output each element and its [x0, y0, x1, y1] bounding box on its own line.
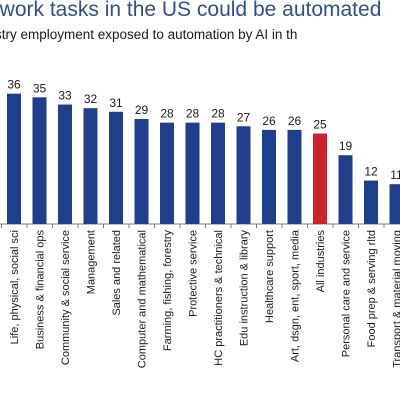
bar-healthcare-support — [262, 129, 276, 224]
bar-edu-instruction-library — [236, 126, 251, 224]
x-tick-label-community-social-service: Community & social service — [60, 230, 72, 365]
chart-title: f work tasks in the US could be automate… — [0, 0, 382, 21]
x-tick-label-personal-care-and-service: Personal care and service — [341, 230, 353, 357]
x-tick-label-art-dsgn-ent-sport-media: Art, dsgn, ent, sport, media — [290, 229, 302, 362]
value-label-healthcare-support: 26 — [262, 114, 276, 128]
x-tick-label-sales-and-related: Sales and related — [111, 230, 123, 316]
x-tick-label-life-physical-social-sci: Life, physical, social sci — [9, 230, 21, 344]
bar-sales-and-related — [109, 111, 123, 224]
value-label-business-financial-ops: 35 — [33, 81, 47, 95]
value-label-computer-and-mathematical: 29 — [135, 103, 149, 117]
bar-life-physical-social-sci — [7, 93, 21, 225]
x-tick-label-hc-practitioners-technical: HC practitioners & technical — [213, 230, 225, 366]
x-tick-label-business-financial-ops: Business & financial ops — [35, 230, 47, 350]
bar-management — [83, 108, 98, 224]
value-label-protective-service: 28 — [186, 107, 200, 121]
value-label-life-physical-social-sci: 36 — [7, 78, 21, 92]
x-tick-label-protective-service: Protective service — [188, 230, 200, 317]
value-label-personal-care-and-service: 19 — [339, 139, 353, 153]
x-tick-label-edu-instruction-library: Edu instruction & library — [239, 230, 251, 347]
value-label-management: 32 — [84, 92, 98, 106]
value-label-sales-and-related: 31 — [109, 96, 123, 110]
value-label-food-prep-serving-rltd: 12 — [364, 165, 378, 179]
x-tick-label-transport-material-moving: Transport & material moving — [392, 230, 400, 368]
x-tick-label-farming-fishing-forestry: Farming, fishing, forestry — [162, 230, 174, 352]
x-tick-label-management: Management — [86, 230, 98, 294]
bar-business-financial-ops — [32, 97, 47, 224]
value-label-transport-material-moving: 11 — [390, 168, 400, 182]
bar-art-dsgn-ent-sport-media — [287, 129, 302, 224]
bar-personal-care-and-service — [338, 155, 353, 224]
value-label-community-social-service: 33 — [58, 89, 72, 103]
bar-hc-practitioners-technical — [211, 122, 225, 224]
bar-transport-material-moving — [389, 184, 400, 224]
bar-food-prep-serving-rltd — [364, 180, 378, 224]
chart-subtitle: stry employment exposed to automation by… — [0, 27, 298, 42]
value-label-art-dsgn-ent-sport-media: 26 — [288, 114, 302, 128]
value-label-farming-fishing-forestry: 28 — [160, 107, 174, 121]
value-label-edu-instruction-library: 27 — [237, 110, 251, 124]
bar-all-industries — [313, 133, 327, 224]
value-label-all-industries: 25 — [313, 118, 327, 132]
bar-farming-fishing-forestry — [160, 122, 174, 224]
x-tick-label-computer-and-mathematical: Computer and mathematical — [137, 230, 149, 368]
bar-community-social-service — [58, 104, 72, 224]
x-tick-label-food-prep-serving-rltd: Food prep & serving rltd — [366, 230, 378, 347]
bar-computer-and-mathematical — [134, 119, 149, 224]
bar-protective-service — [185, 122, 200, 224]
value-label-hc-practitioners-technical: 28 — [211, 107, 225, 121]
x-tick-label-healthcare-support: Healthcare support — [264, 230, 276, 323]
x-tick-label-all-industries: All industries — [315, 230, 327, 293]
